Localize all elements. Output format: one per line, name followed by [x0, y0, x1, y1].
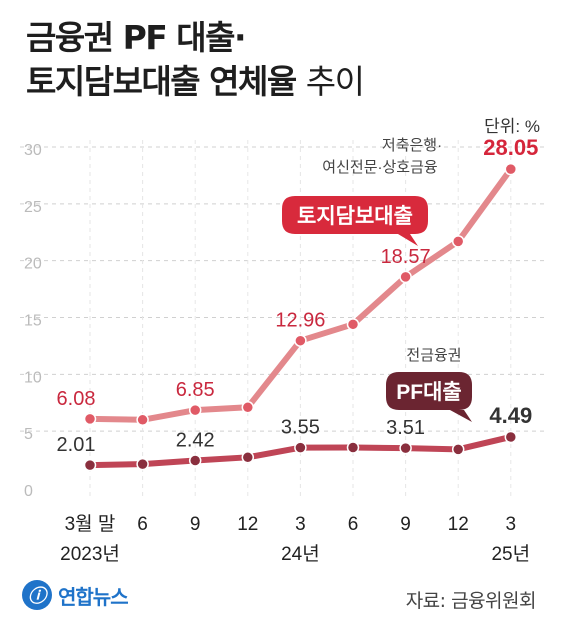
title-line-2: 토지담보대출 연체율 추이	[26, 60, 546, 104]
y-tick-label: 15	[24, 313, 42, 330]
x-tick-label: 9	[190, 514, 201, 535]
data-label: 3.55	[281, 417, 320, 439]
data-point	[451, 235, 465, 248]
data-point	[346, 441, 360, 454]
y-tick-label: 5	[24, 426, 33, 443]
data-label: 28.05	[483, 135, 538, 160]
series-note: 저축은행·	[382, 137, 442, 154]
data-label: 3.51	[386, 417, 425, 439]
y-tick-label: 30	[24, 142, 42, 159]
logo-icon: ⓘ	[22, 580, 52, 610]
data-label: 2.42	[176, 429, 215, 451]
data-point	[136, 457, 149, 471]
x-tick-label: 12	[448, 514, 469, 535]
y-tick-label: 25	[24, 199, 42, 216]
data-point	[399, 441, 412, 455]
data-point	[241, 451, 255, 464]
series-note: 여신전문·상호금융	[322, 159, 437, 176]
y-tick-label: 10	[24, 369, 42, 386]
y-tick-label: 0	[24, 483, 33, 500]
data-point	[504, 430, 518, 444]
data-point	[188, 403, 202, 417]
title-line-1: 금융권 PF 대출·	[26, 18, 247, 57]
y-tick-label: 20	[24, 256, 42, 273]
data-label: 4.49	[489, 403, 532, 428]
x-tick-label: 9	[400, 514, 411, 535]
source-note: 자료: 금융위원회	[405, 590, 537, 612]
data-point	[188, 454, 202, 467]
series-badge	[386, 372, 472, 422]
data-point	[83, 458, 97, 472]
data-label: 12.96	[275, 310, 325, 332]
data-label: 6.08	[57, 388, 96, 410]
unit-label: 단위: %	[484, 117, 540, 136]
x-year-label: 2023년	[60, 543, 120, 565]
data-point	[241, 401, 255, 414]
x-year-label: 25년	[491, 543, 530, 565]
x-tick-label: 6	[137, 514, 148, 535]
data-label: 18.57	[381, 246, 431, 268]
data-point	[294, 334, 307, 347]
series-badge-label: PF대출	[396, 381, 461, 404]
logo-text: 연합뉴스	[58, 584, 129, 609]
series-badge-label: 토지담보대출	[297, 205, 413, 228]
title-suffix: 추이	[305, 62, 365, 101]
x-tick-label: 12	[237, 514, 258, 535]
title-main: 토지담보대출 연체율	[26, 62, 297, 101]
data-point	[451, 443, 465, 456]
data-point	[399, 270, 412, 284]
line-chart: 0 5 10 15 20 25 30 3월 말 6 9 12 3 6 9 12 3 2023년 24년 25년 단위:…	[20, 117, 548, 565]
x-tick-label: 6	[348, 514, 359, 535]
x-tick-label: 3	[295, 514, 306, 535]
data-point	[346, 318, 360, 331]
data-label: 2.01	[57, 434, 96, 456]
data-point	[294, 441, 307, 454]
logo: ⓘ 연합뉴스	[22, 580, 129, 610]
data-point	[136, 413, 149, 427]
series-badge	[282, 196, 428, 246]
data-label: 6.85	[176, 379, 215, 401]
chart-title: 금융권 PF 대출· 토지담보대출 연체율 추이	[26, 16, 546, 104]
x-tick-label: 3월 말	[65, 513, 116, 535]
data-point	[83, 412, 97, 426]
x-tick-label: 3	[506, 514, 517, 535]
series-note: 전금융권	[406, 347, 461, 364]
x-year-label: 24년	[281, 543, 320, 565]
data-point	[504, 162, 518, 176]
